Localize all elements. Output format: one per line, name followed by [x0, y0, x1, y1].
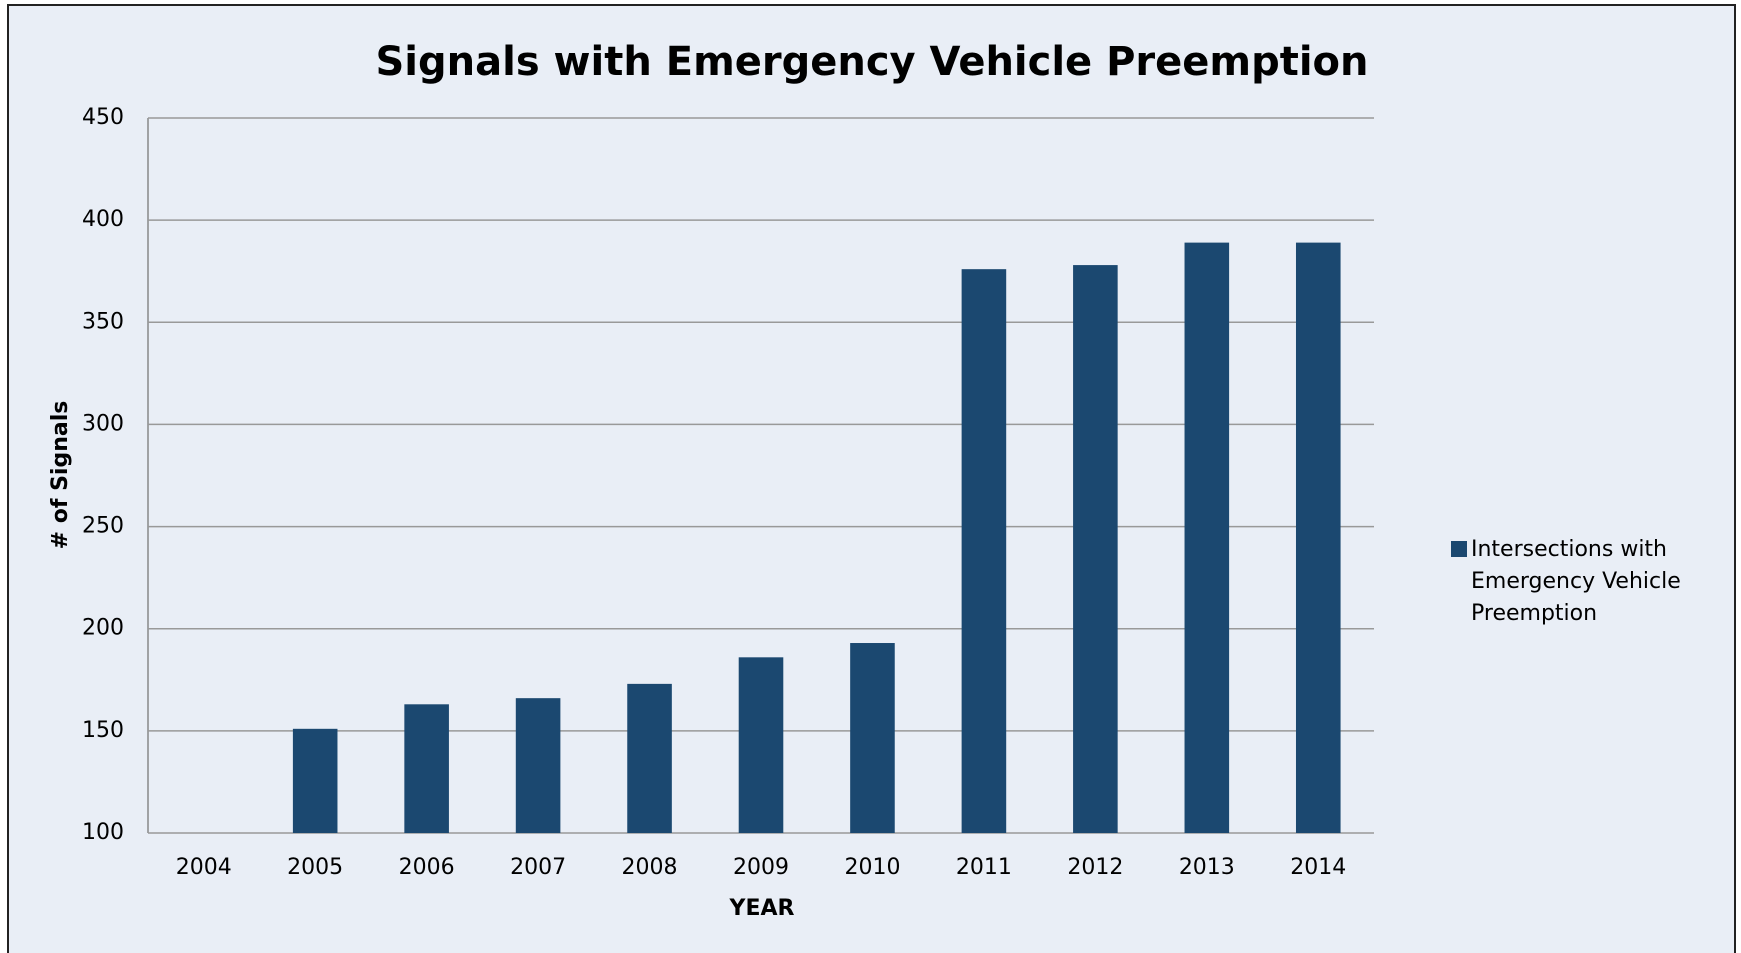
y-tick-label: 250 [82, 514, 124, 539]
bar [292, 728, 338, 833]
x-tick-label: 2009 [733, 855, 789, 880]
y-axis-label: # of Signals [48, 401, 73, 550]
y-tick-label: 100 [82, 820, 124, 845]
x-tick-label: 2012 [1067, 855, 1123, 880]
y-tick-label: 200 [82, 616, 124, 641]
x-tick-label: 2013 [1179, 855, 1235, 880]
bar [738, 657, 784, 833]
y-tick-label: 150 [82, 718, 124, 743]
x-tick-label: 2010 [844, 855, 900, 880]
x-tick-label: 2008 [622, 855, 678, 880]
x-tick-label: 2005 [287, 855, 343, 880]
x-tick-label: 2014 [1290, 855, 1346, 880]
y-tick-label: 400 [82, 207, 124, 232]
chart-title: Signals with Emergency Vehicle Preemptio… [375, 39, 1368, 85]
y-tick-label: 450 [82, 105, 124, 130]
bar [1295, 242, 1341, 834]
bar [404, 704, 449, 833]
x-tick-label: 2007 [510, 855, 566, 880]
bar [850, 643, 895, 833]
bar [515, 698, 561, 833]
bar [1184, 242, 1230, 834]
x-axis-label: YEAR [729, 896, 795, 921]
bar [1073, 265, 1118, 834]
y-tick-label: 350 [82, 309, 124, 334]
y-tick-label: 300 [82, 411, 124, 436]
x-tick-label: 2011 [956, 855, 1012, 880]
legend-swatch [1451, 541, 1467, 557]
x-tick-label: 2006 [399, 855, 455, 880]
bar [627, 683, 672, 833]
bar [961, 269, 1007, 834]
legend-label: Intersections with Emergency Vehicle Pre… [1471, 537, 1681, 626]
x-tick-label: 2004 [176, 855, 232, 880]
